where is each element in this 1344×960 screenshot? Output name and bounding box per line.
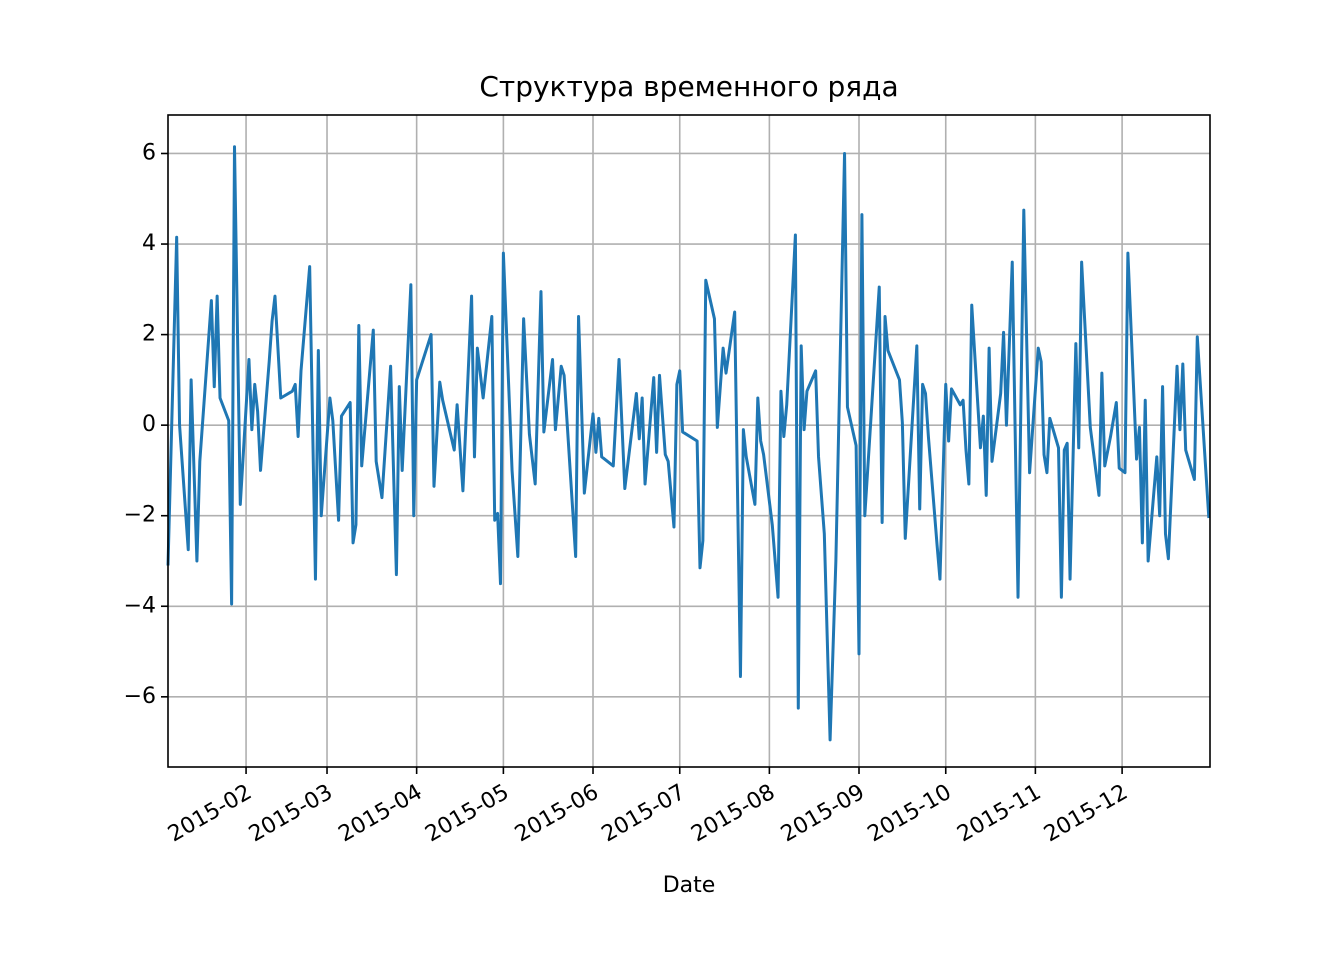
y-tick-label: 0 xyxy=(142,412,156,437)
data-line xyxy=(166,145,1211,742)
y-tick-label: −4 xyxy=(124,593,156,618)
y-tick-label: −2 xyxy=(124,503,156,528)
plot-area xyxy=(166,145,1211,742)
x-axis-label: Date xyxy=(663,873,716,898)
y-tick-label: 2 xyxy=(142,322,156,347)
y-tick-label: 4 xyxy=(142,231,156,256)
y-tick-label: 6 xyxy=(142,140,156,165)
y-tick-label: −6 xyxy=(124,684,156,709)
chart-title: Структура временного ряда xyxy=(479,70,898,103)
axes-frame xyxy=(167,114,1211,768)
